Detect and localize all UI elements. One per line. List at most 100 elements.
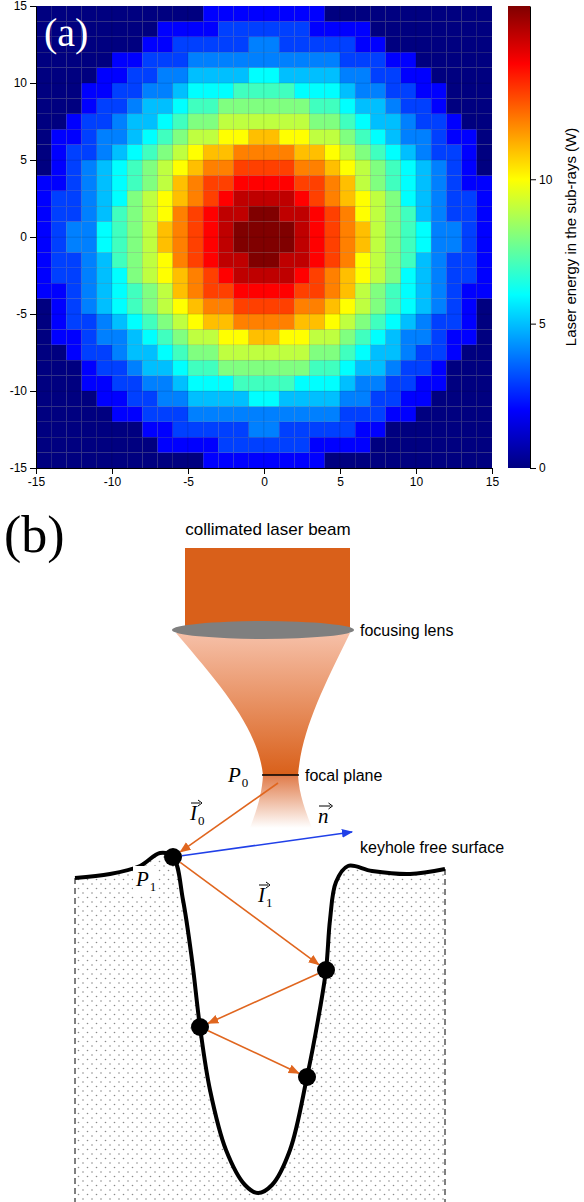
heatmap-cell — [127, 37, 142, 52]
heatmap-cell — [294, 299, 309, 314]
heatmap-cell — [66, 314, 81, 329]
heatmap-cell — [446, 145, 461, 160]
heatmap-cell — [401, 268, 416, 283]
heatmap-cell — [234, 422, 249, 437]
heatmap-cell — [142, 314, 157, 329]
heatmap-cell — [279, 299, 294, 314]
heatmap-cell — [340, 453, 355, 468]
heatmap-cell — [325, 83, 340, 98]
heatmap-cell — [51, 391, 66, 406]
heatmap-cell — [294, 68, 309, 83]
heatmap-cell — [310, 437, 325, 452]
heatmap-cell — [401, 114, 416, 129]
heatmap-cell — [234, 191, 249, 206]
heatmap-cell — [249, 376, 264, 391]
heatmap-cell — [325, 376, 340, 391]
heatmap-cell — [340, 268, 355, 283]
keyhole-surface — [75, 853, 445, 1193]
heatmap-cell — [203, 299, 218, 314]
heatmap-cell — [462, 160, 477, 175]
heatmap-cell — [279, 160, 294, 175]
heatmap-cell — [294, 21, 309, 36]
laser-ray — [180, 783, 278, 852]
heatmap-cell — [203, 391, 218, 406]
heatmap-cell — [51, 175, 66, 190]
heatmap-cell — [249, 345, 264, 360]
heatmap-cell — [158, 206, 173, 221]
heatmap-cell — [66, 299, 81, 314]
heatmap-cell — [264, 145, 279, 160]
tick-mark — [530, 468, 536, 469]
heatmap-cell — [112, 268, 127, 283]
heatmap-cell — [36, 129, 51, 144]
heatmap-cell — [97, 299, 112, 314]
heatmap-cell — [234, 237, 249, 252]
heatmap-cell — [340, 406, 355, 421]
heatmap-cell — [279, 422, 294, 437]
heatmap-cell — [264, 422, 279, 437]
heatmap-cell — [51, 160, 66, 175]
heatmap-cell — [340, 206, 355, 221]
heatmap-cell — [97, 422, 112, 437]
heatmap-cell — [355, 391, 370, 406]
heatmap-cell — [173, 391, 188, 406]
heatmap-cell — [66, 160, 81, 175]
heatmap-cell — [188, 391, 203, 406]
tick-label: 10 — [539, 173, 553, 187]
heatmap-cell — [325, 52, 340, 67]
heatmap-cell — [310, 68, 325, 83]
heatmap-cell — [370, 268, 385, 283]
heatmap-cell — [446, 268, 461, 283]
heatmap-cell — [127, 299, 142, 314]
heatmap-cell — [142, 422, 157, 437]
tick-mark — [30, 468, 36, 469]
heatmap-cell — [51, 299, 66, 314]
heatmap-cell — [416, 129, 431, 144]
heatmap-cell — [82, 83, 97, 98]
heatmap-cell — [142, 160, 157, 175]
heatmap-cell — [36, 437, 51, 452]
heatmap-cell — [51, 437, 66, 452]
tick-mark — [30, 314, 36, 315]
heatmap-cell — [158, 83, 173, 98]
heatmap-cell — [264, 376, 279, 391]
heatmap-cell — [82, 252, 97, 267]
tick-mark — [188, 468, 189, 474]
heatmap-cell — [264, 437, 279, 452]
heatmap-cell — [188, 422, 203, 437]
heatmap-cell — [173, 129, 188, 144]
tick-label: 0 — [539, 461, 546, 475]
heatmap-cell — [173, 145, 188, 160]
tick-mark — [340, 468, 341, 474]
heatmap-cell — [97, 114, 112, 129]
heatmap-cell — [51, 376, 66, 391]
heatmap-cell — [218, 329, 233, 344]
heatmap-cell — [386, 252, 401, 267]
heatmap-cell — [340, 437, 355, 452]
tick-mark — [264, 468, 265, 474]
heatmap-cell — [97, 206, 112, 221]
heatmap-cell — [203, 222, 218, 237]
heatmap-cell — [355, 6, 370, 21]
heatmap-cell — [294, 345, 309, 360]
heatmap-cell — [142, 222, 157, 237]
heatmap-cell — [294, 175, 309, 190]
heatmap-cell — [416, 314, 431, 329]
heatmap-cell — [158, 6, 173, 21]
heatmap-cell — [127, 114, 142, 129]
heatmap-cell — [325, 345, 340, 360]
heatmap-cell — [446, 345, 461, 360]
heatmap-cell — [127, 406, 142, 421]
heatmap-cell — [370, 299, 385, 314]
heatmap-cell — [97, 314, 112, 329]
tick-label: -10 — [10, 384, 28, 398]
heatmap-cell — [203, 360, 218, 375]
heatmap-cell — [188, 129, 203, 144]
heatmap-cell — [97, 268, 112, 283]
heatmap-cell — [158, 37, 173, 52]
tick: 15 — [14, 0, 36, 13]
heatmap-cell — [462, 114, 477, 129]
heatmap-cell — [51, 206, 66, 221]
heatmap-cell — [386, 37, 401, 52]
heatmap-cell — [310, 376, 325, 391]
